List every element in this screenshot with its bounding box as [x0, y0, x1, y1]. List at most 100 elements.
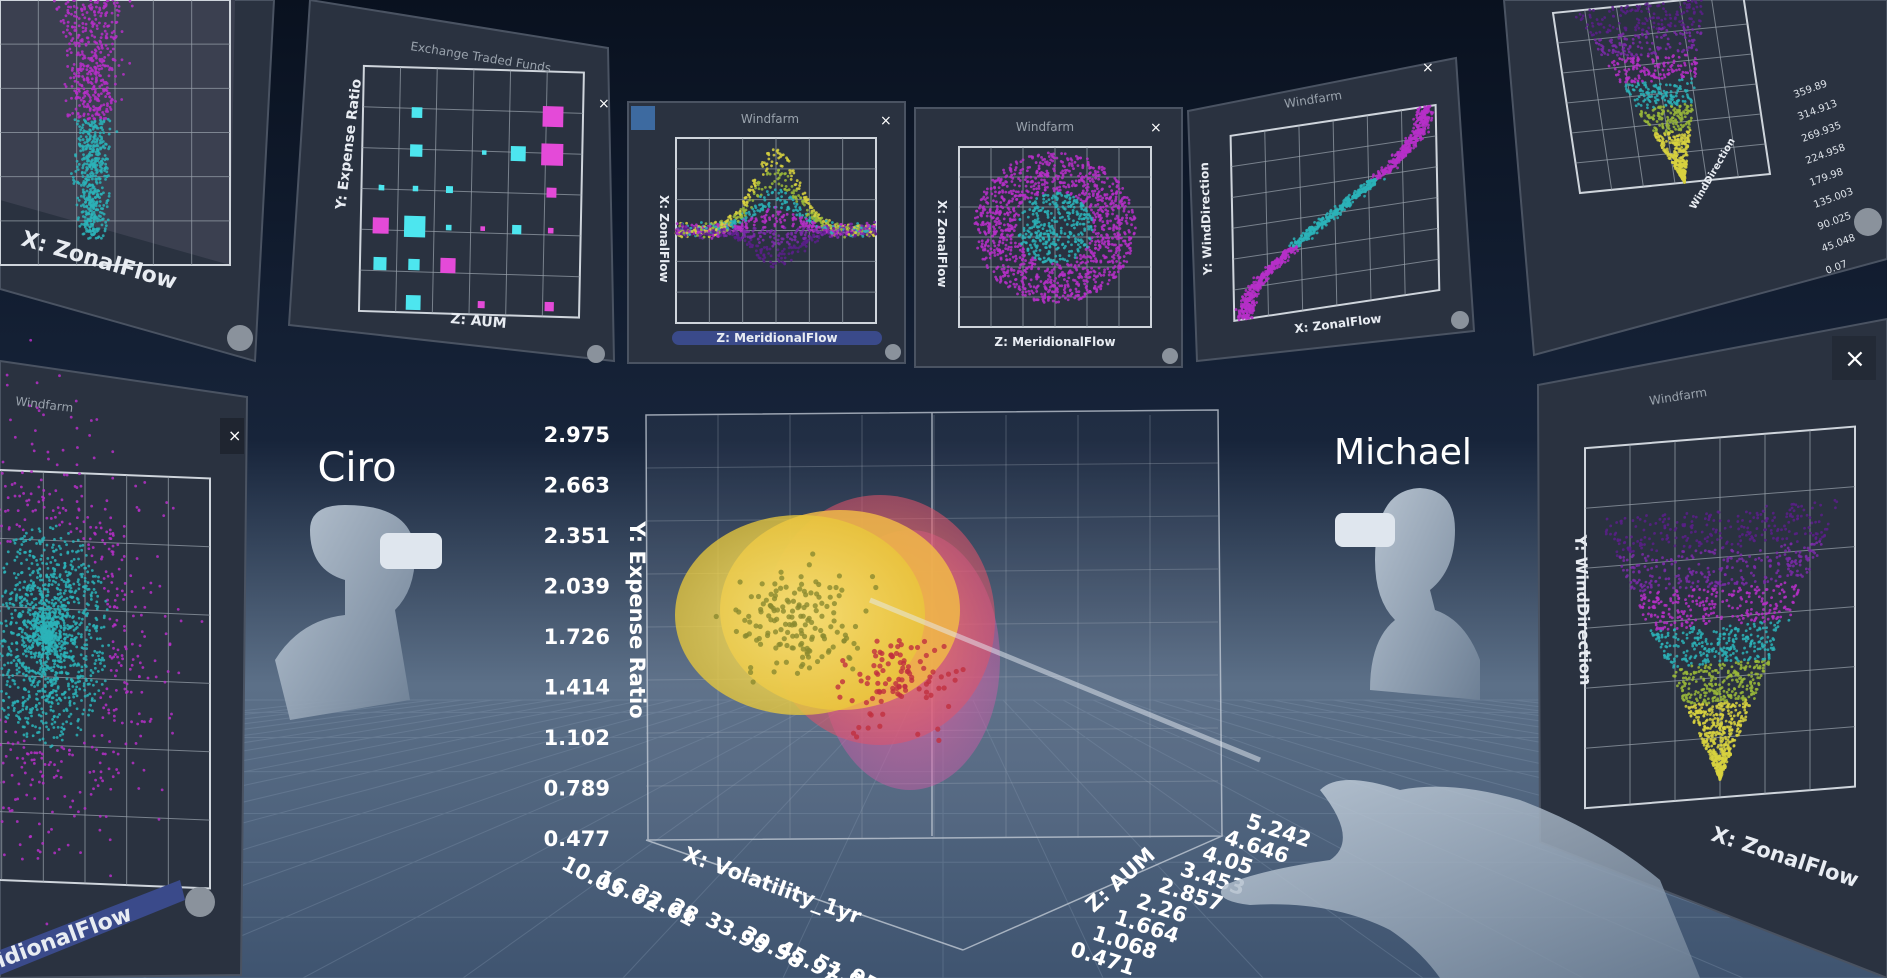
point: [756, 193, 759, 197]
info-button[interactable]: [227, 325, 253, 351]
point: [995, 211, 999, 215]
point: [1009, 241, 1013, 245]
point: [1041, 191, 1045, 195]
point: [103, 174, 107, 178]
point: [1061, 176, 1064, 180]
point: [1045, 200, 1048, 203]
point: [1047, 198, 1051, 202]
point: [1051, 226, 1055, 230]
point: [1006, 211, 1009, 215]
point: [94, 5, 98, 9]
point: [1053, 164, 1056, 167]
point: [90, 171, 94, 174]
point: [1111, 201, 1115, 205]
point: [977, 227, 980, 231]
point: [1001, 183, 1005, 187]
point: [840, 222, 843, 226]
close-button[interactable]: ×: [1150, 120, 1162, 136]
point: [1029, 185, 1033, 189]
point: [73, 118, 77, 122]
point: [78, 104, 81, 107]
info-button[interactable]: [885, 344, 901, 360]
point: [1008, 235, 1012, 238]
point: [1100, 168, 1104, 172]
point: [782, 252, 786, 256]
point: [993, 194, 997, 198]
point: [104, 177, 107, 181]
point: [108, 95, 112, 99]
point: [1076, 293, 1080, 297]
point: [1077, 178, 1081, 182]
point: [104, 162, 107, 166]
point: [84, 27, 88, 30]
point: [1117, 233, 1120, 237]
point: [1107, 249, 1111, 253]
point: [108, 127, 112, 131]
point: [1118, 200, 1122, 204]
info-button[interactable]: [587, 345, 605, 363]
point: [778, 210, 782, 214]
point: [80, 39, 84, 43]
point: [1063, 218, 1067, 222]
point: [79, 149, 83, 153]
point: [799, 230, 803, 234]
point: [1099, 194, 1102, 198]
point: [748, 245, 752, 249]
point: [787, 252, 791, 256]
point: [1106, 221, 1109, 225]
point: [780, 225, 784, 228]
point: [690, 230, 694, 233]
point: [803, 233, 807, 237]
point: [1033, 220, 1037, 224]
point: [95, 24, 99, 27]
point: [102, 113, 106, 116]
point: [85, 221, 89, 225]
point: [997, 186, 1001, 190]
point: [794, 196, 798, 199]
point: [1087, 227, 1091, 231]
point: [787, 207, 791, 211]
point: [853, 226, 856, 229]
point: [1127, 198, 1131, 202]
close-button[interactable]: ×: [880, 113, 892, 129]
point: [1103, 270, 1106, 274]
point: [1067, 276, 1071, 280]
point: [1038, 234, 1042, 238]
point: [1086, 268, 1089, 272]
point: [1042, 232, 1046, 236]
point: [1073, 226, 1076, 230]
point: [78, 115, 82, 118]
close-button[interactable]: ×: [598, 96, 610, 112]
point: [988, 251, 992, 255]
info-button[interactable]: [1162, 348, 1178, 364]
point: [87, 132, 91, 136]
point: [76, 196, 80, 200]
point: [999, 275, 1002, 279]
point: [92, 105, 96, 108]
point: [81, 75, 84, 78]
point: [813, 228, 816, 232]
point: [993, 185, 996, 189]
point: [789, 258, 793, 262]
point: [105, 201, 108, 205]
point: [114, 21, 118, 24]
point: [835, 222, 839, 226]
point: [736, 231, 740, 235]
point: [976, 246, 980, 250]
point: [770, 191, 774, 195]
point: [88, 96, 92, 99]
point: [1114, 178, 1118, 182]
point: [87, 94, 91, 97]
point: [70, 172, 73, 175]
point: [684, 234, 688, 238]
point: [87, 198, 91, 202]
point: [758, 209, 762, 213]
panel-title: Windfarm: [741, 112, 799, 126]
point: [804, 195, 808, 199]
point: [81, 3, 85, 7]
point: [1071, 202, 1075, 206]
point: [98, 21, 101, 25]
menu-button[interactable]: [631, 106, 655, 130]
point: [741, 236, 745, 240]
point: [753, 179, 756, 183]
